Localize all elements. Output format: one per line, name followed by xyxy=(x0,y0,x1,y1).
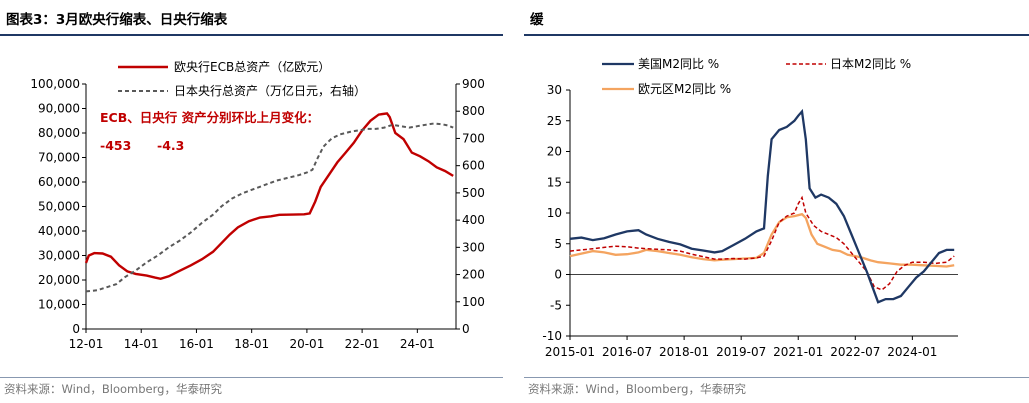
x-tick-label: 14-01 xyxy=(124,337,159,351)
y-right-tick-label: 500 xyxy=(462,186,485,200)
x-tick-label: 2018-01 xyxy=(659,345,709,359)
x-tick-label: 20-01 xyxy=(289,337,324,351)
x-tick-label: 2016-07 xyxy=(602,345,652,359)
eurozone-legend-label: 欧元区M2同比 % xyxy=(638,82,731,96)
right-chart-panel: 缓 -10 -5 0 5 10 15 20 25 30 2015-01 2016-07 2018-01… xyxy=(524,0,1029,403)
y-left-tick-label: 40,000 xyxy=(38,224,80,238)
y-left-tick-label: 60,000 xyxy=(38,175,80,189)
y-right-tick-label: 600 xyxy=(462,159,485,173)
us-legend-label: 美国M2同比 % xyxy=(638,57,719,71)
y-left-tick-label: 100,000 xyxy=(30,77,80,91)
source-rule xyxy=(0,377,503,378)
y-right-tick-label: 300 xyxy=(462,240,485,254)
y-tick-label: 15 xyxy=(547,175,562,189)
y-left-tick-label: 0 xyxy=(72,322,80,336)
ecb-change-value: -453 xyxy=(100,138,131,153)
x-tick-label: 2024-01 xyxy=(887,345,937,359)
y-tick-label: 0 xyxy=(554,268,562,282)
y-tick-label: -10 xyxy=(542,329,562,343)
x-tick-label: 18-01 xyxy=(234,337,269,351)
title-rule xyxy=(0,34,503,36)
y-right-tick-label: 200 xyxy=(462,268,485,282)
y-right-tick-label: 900 xyxy=(462,77,485,91)
y-tick-label: 10 xyxy=(547,206,562,220)
y-right-tick-label: 800 xyxy=(462,104,485,118)
x-tick-label: 16-01 xyxy=(179,337,214,351)
boj-total-assets-line xyxy=(85,122,454,293)
boj-legend-label: 日本央行总资产（万亿日元，右轴） xyxy=(174,83,366,98)
y-left-tick-label: 90,000 xyxy=(38,102,80,116)
left-chart-panel: 图表3：3月欧央行缩表、日央行缩表 0 10,000 20,000 30,000 40,… xyxy=(0,0,503,403)
us-m2-yoy-line xyxy=(569,108,955,304)
y-left-tick-label: 80,000 xyxy=(38,126,80,140)
y-left-tick-label: 20,000 xyxy=(38,273,80,287)
x-tick-label: 2022-07 xyxy=(830,345,880,359)
x-tick-label: 24-01 xyxy=(400,337,435,351)
y-right-tick-label: 400 xyxy=(462,213,485,227)
y-tick-label: 20 xyxy=(547,145,562,159)
y-left-tick-label: 30,000 xyxy=(38,249,80,263)
right-chart-svg: -10 -5 0 5 10 15 20 25 30 2015-01 2016-07 2018-01 20… xyxy=(542,57,958,359)
left-chart-title: 图表3：3月欧央行缩表、日央行缩表 xyxy=(6,12,228,28)
y-tick-label: 5 xyxy=(554,237,562,251)
y-left-tick-label: 70,000 xyxy=(38,151,80,165)
x-tick-label: 2015-01 xyxy=(545,345,595,359)
japan-m2-yoy-line xyxy=(569,195,955,291)
x-tick-label: 2021-01 xyxy=(773,345,823,359)
japan-legend-label: 日本M2同比 % xyxy=(830,57,911,71)
left-source-note: 资料来源：Wind，Bloomberg，华泰研究 xyxy=(4,382,222,396)
title-rule xyxy=(524,34,1029,36)
boj-change-value: -4.3 xyxy=(157,138,184,153)
y-right-tick-label: 700 xyxy=(462,131,485,145)
x-tick-label: 12-01 xyxy=(69,337,104,351)
right-chart-title-fragment: 缓 xyxy=(530,12,544,28)
y-tick-label: 25 xyxy=(547,114,562,128)
ecb-total-assets-line xyxy=(84,112,454,281)
y-left-tick-label: 10,000 xyxy=(38,298,80,312)
source-rule xyxy=(524,377,1029,378)
x-tick-label: 22-01 xyxy=(345,337,380,351)
ecb-legend-label: 欧央行ECB总资产（亿欧元） xyxy=(174,59,330,74)
y-tick-label: -5 xyxy=(550,298,562,312)
y-left-tick-label: 50,000 xyxy=(38,200,80,214)
eurozone-m2-yoy-line xyxy=(569,212,955,268)
y-right-tick-label: 100 xyxy=(462,295,485,309)
left-chart-svg: 0 10,000 20,000 30,000 40,000 50,000 60,000 70,… xyxy=(30,59,485,351)
x-tick-label: 2019-07 xyxy=(716,345,766,359)
right-source-note: 资料来源：Wind，Bloomberg，华泰研究 xyxy=(528,382,746,396)
change-annotation-heading: ECB、日央行 资产分别环比上月变化： xyxy=(100,110,319,125)
y-right-tick-label: 0 xyxy=(462,322,470,336)
y-tick-label: 30 xyxy=(547,83,562,97)
